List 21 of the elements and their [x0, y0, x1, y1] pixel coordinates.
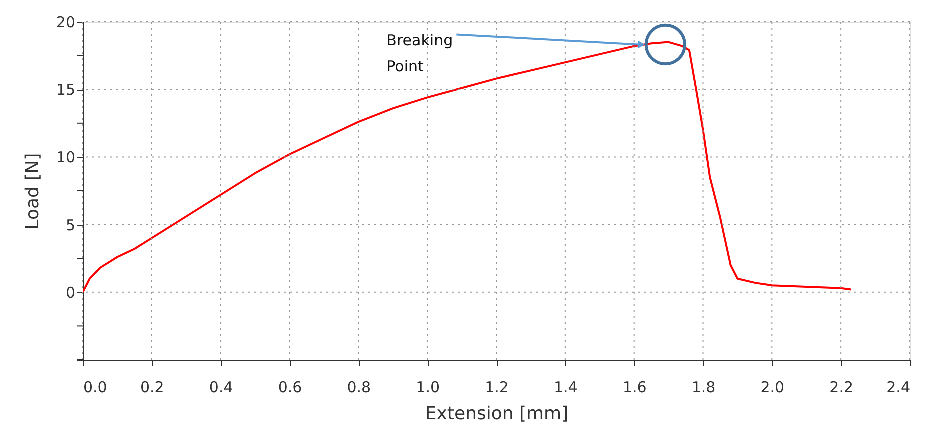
y-axis-title: Load [N] — [22, 153, 44, 230]
y-tick-label: 15 — [56, 81, 76, 100]
x-tick-label: 1.8 — [692, 378, 716, 396]
x-tick-label: 2.4 — [886, 378, 910, 396]
text: 0.0 — [84, 378, 108, 396]
x-axis-title: Extension [mm] — [425, 404, 569, 424]
x-tick-label: 0.6 — [278, 378, 302, 396]
y-tick-label: 20 — [56, 14, 76, 32]
x-tick-label: 0.8 — [347, 378, 372, 396]
x-tick-label: 1.2 — [485, 378, 509, 396]
annotation: Breaking Point — [386, 32, 454, 76]
y-tick-label: 10 — [56, 148, 76, 167]
x-tick-label: 1.6 — [622, 378, 647, 396]
x-tick-label: 0.2 — [140, 378, 164, 396]
x-tick-label: 0.4 — [209, 378, 234, 396]
y-tick-label: 5 — [66, 216, 76, 234]
x-tick-label: 1.4 — [554, 378, 578, 396]
x-tick-label: 2.2 — [830, 378, 854, 396]
y-tick-label: 0 — [66, 284, 76, 302]
text: 1.0 — [416, 378, 440, 396]
text: 2.0 — [760, 378, 785, 396]
